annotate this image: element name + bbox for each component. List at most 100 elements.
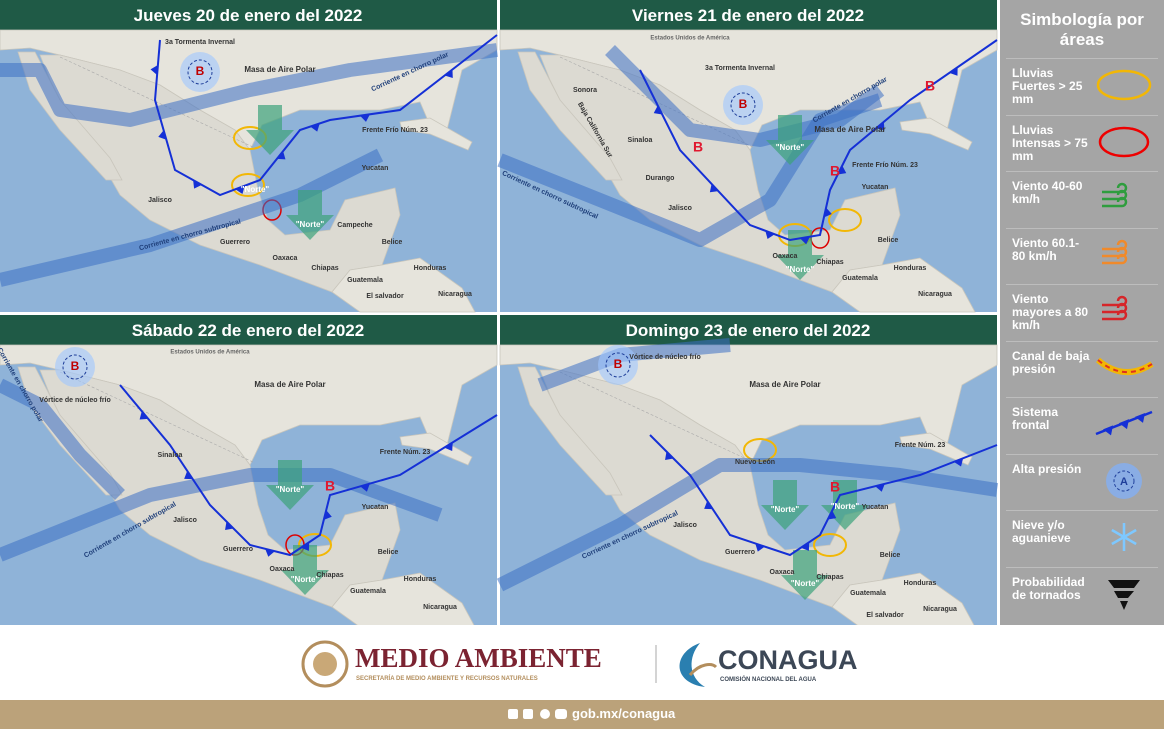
map-label: "Norte" [241,185,270,194]
map-base [0,344,498,625]
url[interactable]: gob.mx/conagua [572,706,676,721]
front-triangle [225,521,234,530]
map-label: Nicaragua [438,291,472,298]
legend-item: Probabilidad de tornados [1006,566,1158,624]
jet-stream [605,45,885,147]
legend-label: Probabilidad de tornados [1012,574,1085,602]
map-label: "Norte" [786,265,815,274]
emblem-core [313,652,337,676]
map-label: Estados Unidos de América [650,36,730,42]
front-triangle [139,411,149,420]
legend-label: Lluvias Intensas > 75 mm [1012,122,1088,163]
map-label: Masa de Aire Polar [814,125,885,134]
map-label: Yucatan [862,184,889,191]
emblem [301,640,349,688]
map-label: Guatemala [850,590,886,597]
panel-title: Viernes 21 de enero del 2022 [632,6,864,25]
map-label: Vórtice de núcleo frío [39,397,111,404]
norte-arrow [246,105,294,155]
wind-icon [1102,253,1128,264]
map-label: Sinaloa [628,137,653,144]
legend-label: Viento 40-60 km/h [1012,179,1083,206]
map-label: Jalisco [173,517,197,524]
norte-arrow [781,550,829,600]
map-label: Guerrero [220,239,250,246]
front-triangle [265,548,275,557]
map-label: Jalisco [148,197,172,204]
legend-icon: A [1106,462,1142,499]
rain-area [231,173,265,197]
legend-item: Lluvias Intensas > 75 mm [1006,114,1158,172]
legend-symbol [1108,579,1140,610]
low-ring [187,59,213,85]
front-triangle [953,458,964,467]
map-label: Yucatan [862,504,889,511]
legend-icon [1096,357,1154,375]
low-halo [598,345,638,385]
title-bar [500,315,997,345]
title-bar [0,315,497,345]
map-label: Durango [646,175,675,182]
map-label: Honduras [414,265,447,272]
map-label: Jalisco [673,522,697,529]
norte-arrow [776,230,824,280]
legend-title: Simbología por áreas [1020,10,1144,49]
forecast-panel: Sábado 22 de enero del 2022 Estados Unido… [0,315,498,625]
front-triangle [800,236,810,245]
legend-icon [1102,239,1128,264]
legend-icon [1102,182,1128,208]
legend-symbol [1102,182,1128,208]
front-triangle [653,105,663,115]
legend-icon [1111,523,1137,551]
map-label: Nicaragua [918,291,952,298]
front-triangle [360,114,370,122]
front-triangle [765,230,775,240]
map-label: Yucatan [362,504,389,511]
map-label: B [325,478,335,494]
map-label: Belice [878,237,899,244]
agency2-name: CONAGUA [718,645,858,675]
map-label: Frente Núm. 23 [380,449,431,456]
map-label: Honduras [404,576,437,583]
map-label: Chiapas [816,574,843,581]
rain-area [828,208,862,232]
front-triangle [235,185,245,195]
front-triangle [300,542,310,551]
front-triangle [193,180,202,189]
url-bar [0,700,1164,729]
legend-symbol [1111,523,1137,551]
map-label: "Norte" [776,143,805,152]
trough-icon [1097,358,1153,373]
map-label: Belice [880,552,901,559]
legend-item: Lluvias Fuertes > 25 mm [1006,58,1158,115]
map-label: Nicaragua [423,604,457,611]
norte-arrow [286,190,334,240]
title-bar [500,0,997,30]
map-label: Nuevo León [735,459,775,466]
map-label: Sinaloa [158,452,183,459]
legend-symbol [1102,295,1128,321]
map-label: Yucatan [362,165,389,172]
front-triangle [665,451,674,460]
map-label: Guatemala [350,588,386,595]
map-label: B [614,357,623,371]
forecast-maps: Jueves 20 de enero del 2022 3a Tormenta I… [0,0,999,625]
legend-item: Viento mayores a 80 km/h [1006,284,1158,341]
map-label: Masa de Aire Polar [254,380,325,389]
legend-item: Viento 60.1-80 km/h [1006,227,1158,285]
map: Estados Unidos de América B Vórtice de núc… [0,344,498,625]
map-label: Frente Frío Núm. 23 [362,127,428,134]
map-label: B [925,78,935,94]
legend-icon [1095,410,1153,436]
map-label: Guerrero [725,549,755,556]
jet-stream [0,43,498,127]
front-triangle [150,65,158,75]
map-label: Masa de Aire Polar [749,380,820,389]
legend-item: Alta presión A [1006,453,1158,511]
footer-bg [0,625,1164,700]
wind-icon [1102,196,1128,208]
map-label: Vórtice de núcleo frío [629,354,701,361]
map-label: 3a Tormenta Invernal [705,65,775,72]
